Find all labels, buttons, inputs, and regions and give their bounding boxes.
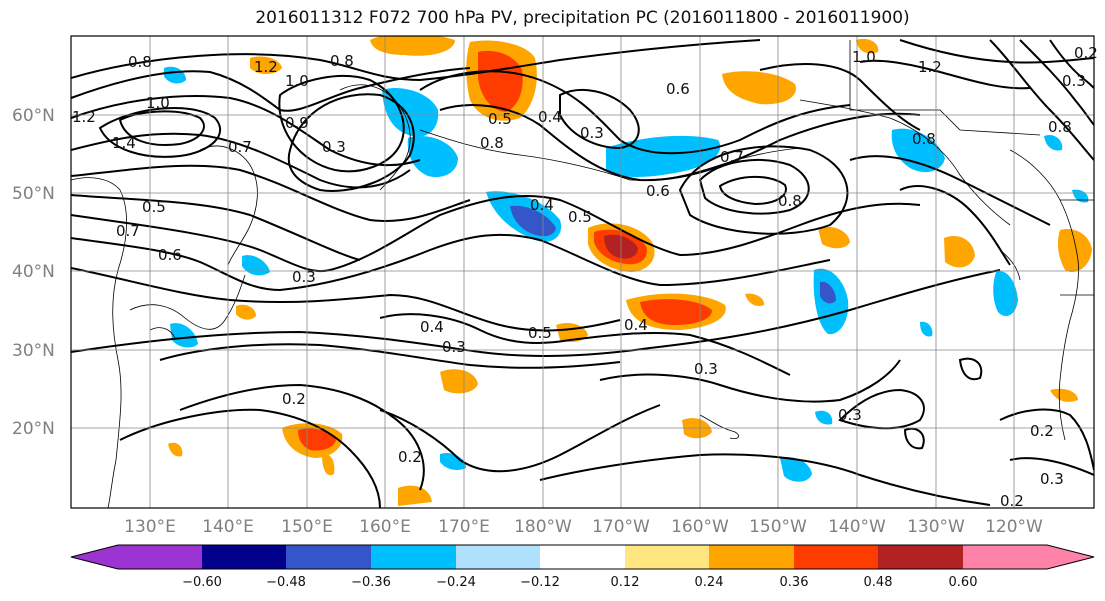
colorbar-swatch [71,545,118,569]
coastlines [71,40,1094,508]
contour-label: 0.8 [1048,118,1072,136]
contour-label: 0.2 [1074,44,1098,62]
contour-label: 1.2 [918,58,942,76]
colorbar-swatch [202,545,286,569]
colorbar-swatch [118,545,202,569]
plot-area [71,36,1094,508]
contour-label: 0.8 [912,130,936,148]
contour-label: 0.3 [1062,72,1086,90]
contour-label: 0.8 [778,192,802,210]
colorbar-swatch [371,545,456,569]
lat-labels: 60°N 50°N 40°N 30°N 20°N [12,106,55,439]
lon-label: 120°W [985,517,1043,537]
contour-label: 0.8 [330,52,354,70]
precip-shading [164,36,1092,506]
colorbar-swatch [709,545,794,569]
contour-label: 0.7 [720,148,744,166]
contour-label: 1.0 [146,94,170,112]
colorbar-swatch [794,545,878,569]
lon-label: 150°W [749,517,807,537]
contour-label: 0.2 [1000,492,1024,510]
contour-label: 0.4 [538,108,562,126]
colorbar-tick-label: −0.36 [351,575,391,590]
contour-label: 1.2 [72,108,96,126]
colorbar-swatch [963,545,1047,569]
colorbar-tick-label: 0.24 [695,575,724,590]
colorbar-swatch [625,545,709,569]
colorbar-swatch [540,545,625,569]
colorbar-tick-label: 0.36 [780,575,809,590]
contour-label: 0.5 [528,324,552,342]
contour-label: 0.3 [322,138,346,156]
contour-label: 0.6 [666,80,690,98]
contour-label: 1.2 [254,58,278,76]
colorbar-tick-label: −0.60 [182,575,222,590]
colorbar-tick-label: 0.60 [949,575,978,590]
lon-label: 170°E [438,517,490,537]
contour-label: 0.9 [285,114,309,132]
plot-frame [70,35,1095,509]
contour-label: 0.4 [420,318,444,336]
lon-label: 180°W [514,517,572,537]
contour-label: 0.4 [530,196,554,214]
colorbar-swatch [456,545,540,569]
lon-label: 130°W [907,517,965,537]
lon-label: 170°W [592,517,650,537]
contour-label: 0.3 [442,338,466,356]
colorbar-ticks: −0.60 −0.48 −0.36 −0.24 −0.12 0.12 0.24 … [182,575,977,590]
colorbar [70,544,1095,570]
lon-label: 130°E [124,517,176,537]
gridlines [71,36,1094,508]
contour-label: 1.0 [285,72,309,90]
colorbar-swatch [286,545,371,569]
contour-label: 0.7 [228,138,252,156]
colorbar-tick-label: −0.24 [436,575,476,590]
lon-label: 140°E [202,517,254,537]
contour-labels: 0.8 1.2 1.0 0.8 1.0 1.2 1.4 0.9 0.3 0.7 … [72,44,1098,510]
contour-label: 0.3 [838,406,862,424]
contour-label: 0.6 [158,246,182,264]
contour-label: 0.5 [488,110,512,128]
lat-label: 50°N [12,184,55,204]
contour-label: 1.0 [852,48,876,66]
lat-label: 30°N [12,341,55,361]
contour-label: 0.7 [116,222,140,240]
contour-label: 0.3 [694,360,718,378]
contour-label: 0.2 [398,448,422,466]
contour-label: 0.3 [580,124,604,142]
contour-label: 0.6 [646,182,670,200]
colorbar-tick-label: −0.48 [266,575,306,590]
contour-label: 0.4 [624,316,648,334]
colorbar-tick-label: 0.12 [611,575,640,590]
pv-contours [71,39,1094,508]
lon-label: 160°E [359,517,411,537]
contour-label: 0.2 [282,390,306,408]
lon-label: 140°W [828,517,886,537]
lat-label: 60°N [12,106,55,126]
contour-label: 0.2 [1030,422,1054,440]
contour-label: 0.3 [292,268,316,286]
contour-label: 0.8 [480,134,504,152]
lon-label: 150°E [281,517,333,537]
lon-labels: 130°E 140°E 150°E 160°E 170°E 180°W 170°… [124,517,1043,537]
lat-label: 20°N [12,419,55,439]
contour-label: 0.3 [1040,470,1064,488]
colorbar-tick-label: 0.48 [864,575,893,590]
lon-label: 160°W [671,517,729,537]
colorbar-swatch [1047,545,1094,569]
lat-label: 40°N [12,262,55,282]
contour-label: 0.8 [128,53,152,71]
colorbar-swatch [878,545,963,569]
colorbar-tick-label: −0.12 [520,575,560,590]
contour-label: 1.4 [112,134,136,152]
contour-label: 0.5 [142,198,166,216]
contour-label: 0.5 [568,208,592,226]
map-title: 2016011312 F072 700 hPa PV, precipitatio… [255,8,910,28]
